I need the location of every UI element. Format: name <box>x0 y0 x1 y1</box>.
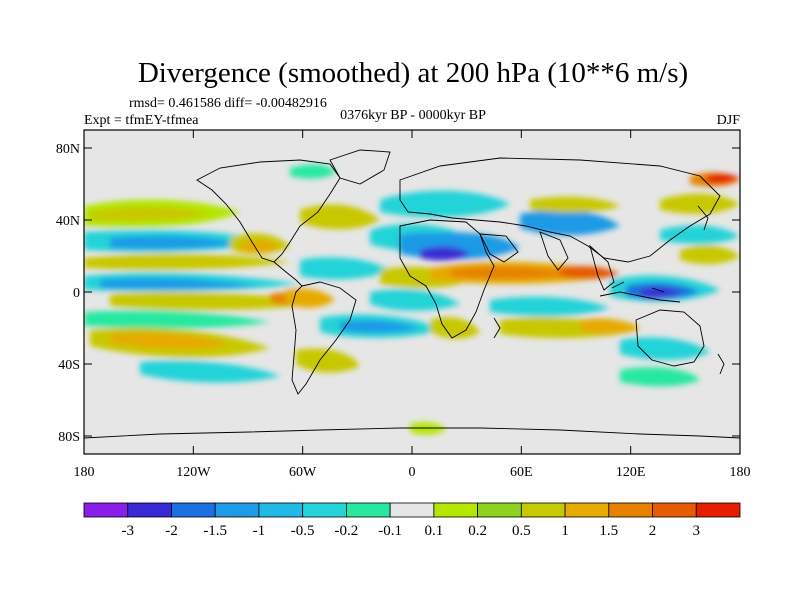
map-panel: 80N 40N 0 40S 80S 180 120W 60W 0 60E 120E 180 <box>56 129 751 480</box>
field-blob <box>530 196 620 213</box>
legend-label: -2 <box>165 523 178 539</box>
coastline-madagascar <box>493 317 501 339</box>
field-blob <box>90 206 210 222</box>
field-blob <box>370 289 460 311</box>
legend-label: 2 <box>649 523 657 539</box>
field-blob <box>110 236 240 250</box>
field-blob <box>300 257 390 280</box>
legend-label: -0.2 <box>335 523 359 539</box>
legend-swatch <box>345 502 391 518</box>
experiment-label: Expt = tfmEY-tfmea <box>84 113 199 128</box>
field-blob <box>430 317 480 339</box>
legend-label: 3 <box>693 523 701 539</box>
legend-label: 0.2 <box>468 523 487 539</box>
legend-swatch <box>477 502 522 518</box>
lon-tick-label: 120W <box>176 465 211 480</box>
lon-tick-label: 60W <box>289 465 317 480</box>
legend-label: -1.5 <box>203 523 227 539</box>
field-blob <box>560 266 620 279</box>
field-blob <box>84 310 270 329</box>
axis-ticks: 80N 40N 0 40S 80S 180 120W 60W 0 60E 120E 180 <box>56 130 751 480</box>
legend-swatch <box>520 502 566 518</box>
color-legend: -3 -2 -1.5 -1 -0.5 -0.2 -0.1 0.1 0.2 0.5 1 1.5 2 3 <box>83 502 741 539</box>
legend-swatch <box>652 502 697 518</box>
stats-label: rmsd= 0.461586 diff= -0.00482916 <box>129 96 327 111</box>
field-blob <box>110 332 230 350</box>
coastline-indonesia <box>599 281 681 303</box>
legend-swatch <box>389 502 435 518</box>
field-blob <box>420 246 470 261</box>
lat-tick-label: 40N <box>56 214 80 229</box>
field-blob <box>706 173 740 184</box>
legend-swatch <box>171 502 216 518</box>
coastline-central-america <box>273 261 303 287</box>
coastline-new-zealand <box>717 353 725 375</box>
field-blob <box>300 204 380 230</box>
field-blob <box>84 253 290 270</box>
legend-swatch <box>127 502 172 518</box>
period-label: 0376kyr BP - 0000kyr BP <box>340 108 486 123</box>
lat-tick-label: 80N <box>56 142 80 157</box>
map-title: Divergence (smoothed) at 200 hPa (10**6 … <box>138 57 688 89</box>
legend-swatch <box>433 502 479 518</box>
field-blob <box>640 287 682 300</box>
coastline-north-america <box>196 159 341 263</box>
field-blob <box>520 210 620 236</box>
legend-label: 0.5 <box>512 523 531 539</box>
legend-label: -0.5 <box>291 523 315 539</box>
legend-swatch <box>302 502 347 518</box>
legend-label: 1 <box>561 523 569 539</box>
legend-swatch <box>564 502 610 518</box>
legend-swatch <box>608 502 653 518</box>
field-blob <box>680 245 740 265</box>
lat-tick-label: 40S <box>58 358 80 373</box>
coastline-australia <box>635 309 705 367</box>
lon-tick-label: 120E <box>616 465 646 480</box>
lon-tick-label: 60E <box>510 465 533 480</box>
lon-tick-label: 180 <box>74 465 95 480</box>
field-blob <box>285 288 335 308</box>
field-blob <box>490 296 610 317</box>
lon-tick-label: 0 <box>409 465 416 480</box>
legend-swatch <box>695 502 741 518</box>
field-blob <box>296 348 360 373</box>
legend-swatch <box>258 502 304 518</box>
field-blob <box>340 320 420 333</box>
legend-label: -3 <box>121 523 134 539</box>
coastline-arabia <box>479 233 519 263</box>
field-blob <box>450 266 580 279</box>
field-blob <box>660 193 740 214</box>
legend-swatch <box>83 502 129 518</box>
field-blob <box>240 240 280 253</box>
lat-tick-label: 80S <box>58 430 80 445</box>
legend-label: -0.1 <box>378 523 402 539</box>
lon-tick-label: 180 <box>730 465 751 480</box>
field-blob <box>620 367 700 387</box>
coastline-eurasia <box>399 157 721 263</box>
field-blob <box>580 318 640 335</box>
field-blob <box>140 360 280 383</box>
field-blob <box>660 225 740 245</box>
legend-label: -1 <box>253 523 266 539</box>
coastline-africa <box>399 219 495 339</box>
coastline-japan <box>697 205 709 231</box>
coastline-southeast-asia <box>589 244 615 291</box>
coastlines <box>84 149 740 439</box>
field-blob <box>620 337 710 360</box>
field-blob <box>290 164 336 179</box>
legend-label: 1.5 <box>599 523 618 539</box>
legend-label: 0.1 <box>424 523 443 539</box>
field-blob <box>100 278 260 290</box>
divergence-field <box>84 149 740 439</box>
coastline-antarctica <box>84 427 740 439</box>
lat-tick-label: 0 <box>73 286 80 301</box>
field-blob <box>380 190 510 218</box>
legend-swatch <box>214 502 260 518</box>
season-label: DJF <box>717 113 741 128</box>
coastline-south-america <box>291 281 357 395</box>
coastline-india <box>539 231 569 271</box>
coastline-greenland <box>329 149 391 185</box>
